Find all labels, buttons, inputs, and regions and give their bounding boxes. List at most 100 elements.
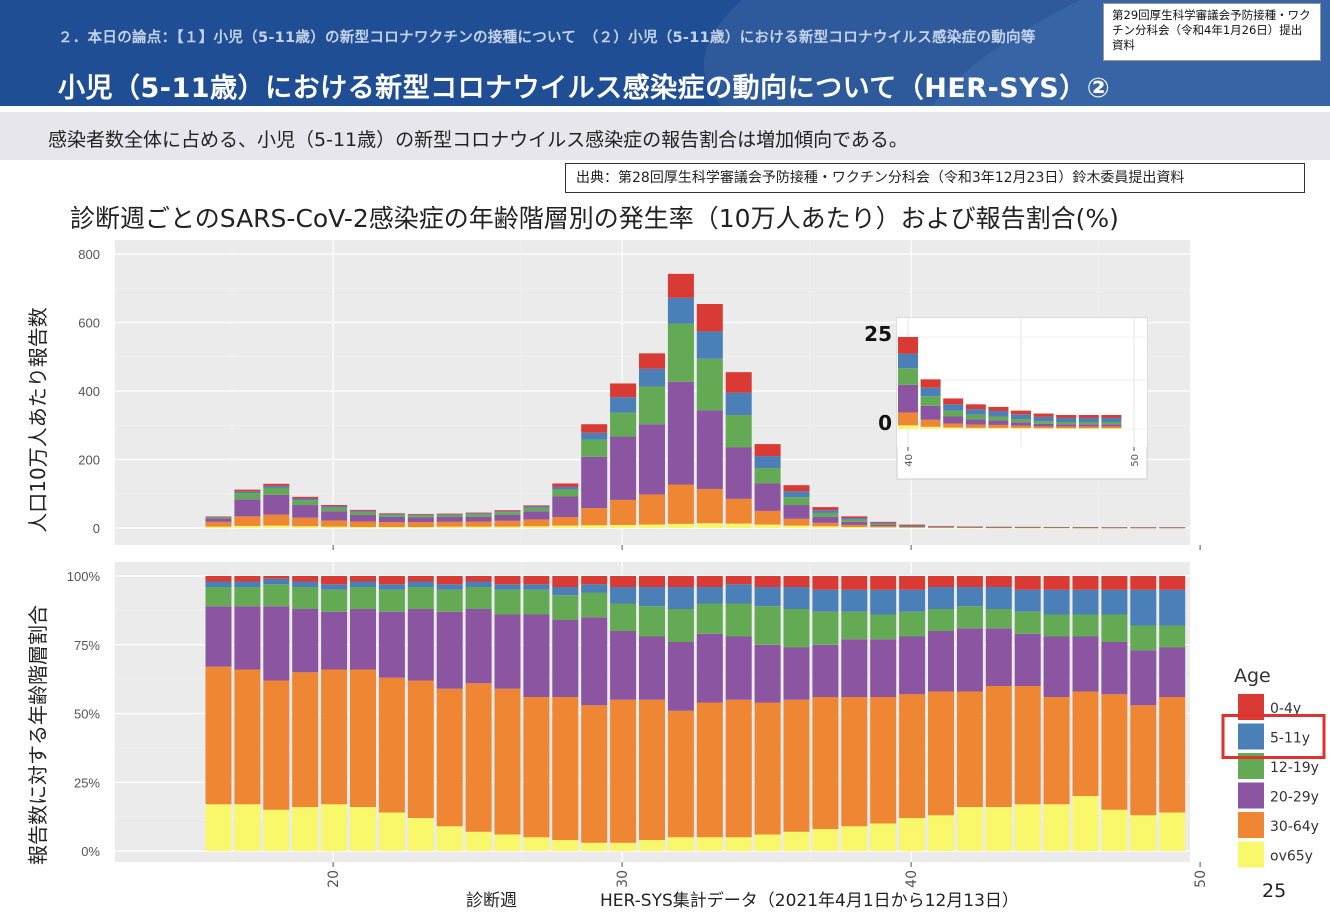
inset-bar-segment-5-11y [1078,417,1099,423]
bar-segment-20-29y [899,636,926,695]
bar-segment-5-11y [696,331,723,359]
bar-segment-20-29y [841,521,868,525]
bar-segment-ov65y [870,823,897,851]
y-tick-label: 0% [81,844,100,859]
bar-segment-12-19y [465,514,492,517]
bar-segment-20-29y [870,639,897,697]
bar-segment-20-29y [292,505,319,518]
bar-segment-ov65y [465,831,492,851]
bar-segment-ov65y [350,526,376,528]
legend-swatch-5-11y [1238,723,1264,750]
y-tick-label: 200 [78,453,100,468]
bar-segment-ov65y [523,526,550,528]
bar-segment-ov65y [321,526,348,528]
bar-segment-0-4y [696,304,723,332]
bar-segment-12-19y [1072,614,1099,637]
inset-bar-segment-ov65y [1033,428,1054,429]
inset-bar-segment-20-29y [965,419,986,425]
bar-segment-12-19y [956,606,983,629]
bar-segment-0-4y [552,576,579,587]
legend-title: Age [1234,665,1271,687]
bar-segment-ov65y [234,804,261,851]
bar-segment-5-11y [928,587,954,609]
bar-segment-12-19y [494,589,521,615]
bar-segment-ov65y [783,831,810,851]
bar-segment-12-19y [725,603,752,637]
bar-segment-5-11y [350,581,376,587]
bar-segment-ov65y [1130,815,1157,851]
bar-segment-5-11y [870,522,897,524]
bar-segment-30-64y [552,517,579,526]
bar-segment-ov65y [841,526,868,528]
legend-swatch-20-29y [1238,782,1264,809]
bar-segment-5-11y [725,392,752,415]
bar-segment-12-19y [696,358,723,411]
bar-segment-5-11y [956,587,983,607]
bar-segment-12-19y [581,592,608,618]
bar-segment-30-64y [263,514,290,526]
bar-segment-5-11y [667,587,694,609]
inset-bar-segment-ov65y [965,427,986,429]
bar-segment-ov65y [205,526,232,528]
page-title: 小児（5-11歳）における新型コロナウイルス感染症の動向について（HER-SYS… [58,73,1111,104]
bar-segment-ov65y [754,834,781,851]
bar-segment-20-29y [1014,633,1041,686]
bar-segment-0-4y [696,576,723,587]
bar-segment-5-11y [610,587,637,604]
bar-segment-12-19y [205,517,232,519]
bar-segment-30-64y [870,697,897,824]
bar-segment-0-4y [465,512,492,514]
bar-segment-0-4y [610,576,637,587]
bar-segment-20-29y [436,611,463,689]
bar-segment-0-4y [465,576,492,582]
bar-segment-20-29y [263,606,290,681]
bar-segment-ov65y [610,842,637,851]
inset-bar-segment-30-64y [965,424,986,428]
bar-segment-30-64y [725,498,752,524]
bar-segment-20-29y [812,516,839,523]
bar-segment-0-4y [436,513,463,515]
bar-segment-30-64y [321,669,348,805]
bar-segment-ov65y [465,526,492,528]
bar-segment-12-19y [321,507,348,512]
bar-segment-0-4y [350,576,376,582]
bar-segment-5-11y [1101,589,1128,615]
bar-segment-ov65y [407,526,434,528]
bar-segment-5-11y [754,456,781,469]
bar-segment-5-11y [552,486,579,490]
y-tick-label: 25% [74,775,100,790]
inset-bar-segment-12-19y [1101,422,1122,425]
bar-segment-5-11y [1043,589,1070,615]
bar-segment-12-19y [870,523,897,525]
bar-segment-5-11y [378,584,405,590]
bar-segment-12-19y [754,606,781,645]
bar-segment-0-4y [1072,576,1099,590]
bar-segment-5-11y [1072,589,1099,615]
bar-segment-30-64y [378,677,405,813]
bar-segment-30-64y [465,521,492,527]
bar-segment-5-11y [494,584,521,590]
bar-segment-5-11y [205,581,232,587]
bar-segment-20-29y [494,614,521,689]
bar-segment-ov65y [292,807,319,851]
bar-segment-ov65y [205,804,232,851]
bar-segment-30-64y [1101,694,1128,810]
page-number: 25 [1262,880,1287,902]
bar-segment-12-19y [639,386,665,425]
bar-segment-0-4y [292,576,319,582]
bar-segment-30-64y [205,666,232,805]
bar-segment-0-4y [494,576,521,585]
inset-bar-segment-30-64y [920,419,941,427]
bar-segment-30-64y [234,516,261,526]
bar-segment-0-4y [350,509,376,511]
inset-bar-segment-5-11y [1033,416,1054,422]
inset-x-tick-label: 40 [904,454,915,467]
bar-segment-30-64y [841,697,868,827]
bar-segment-30-64y [841,524,868,527]
legend-label-30-64y: 30-64y [1270,819,1319,835]
inset-bar-segment-20-29y [898,384,918,413]
bar-segment-ov65y [812,526,839,528]
bar-segment-ov65y [928,815,954,851]
bar-segment-12-19y [436,589,463,612]
bar-segment-5-11y [841,518,868,520]
